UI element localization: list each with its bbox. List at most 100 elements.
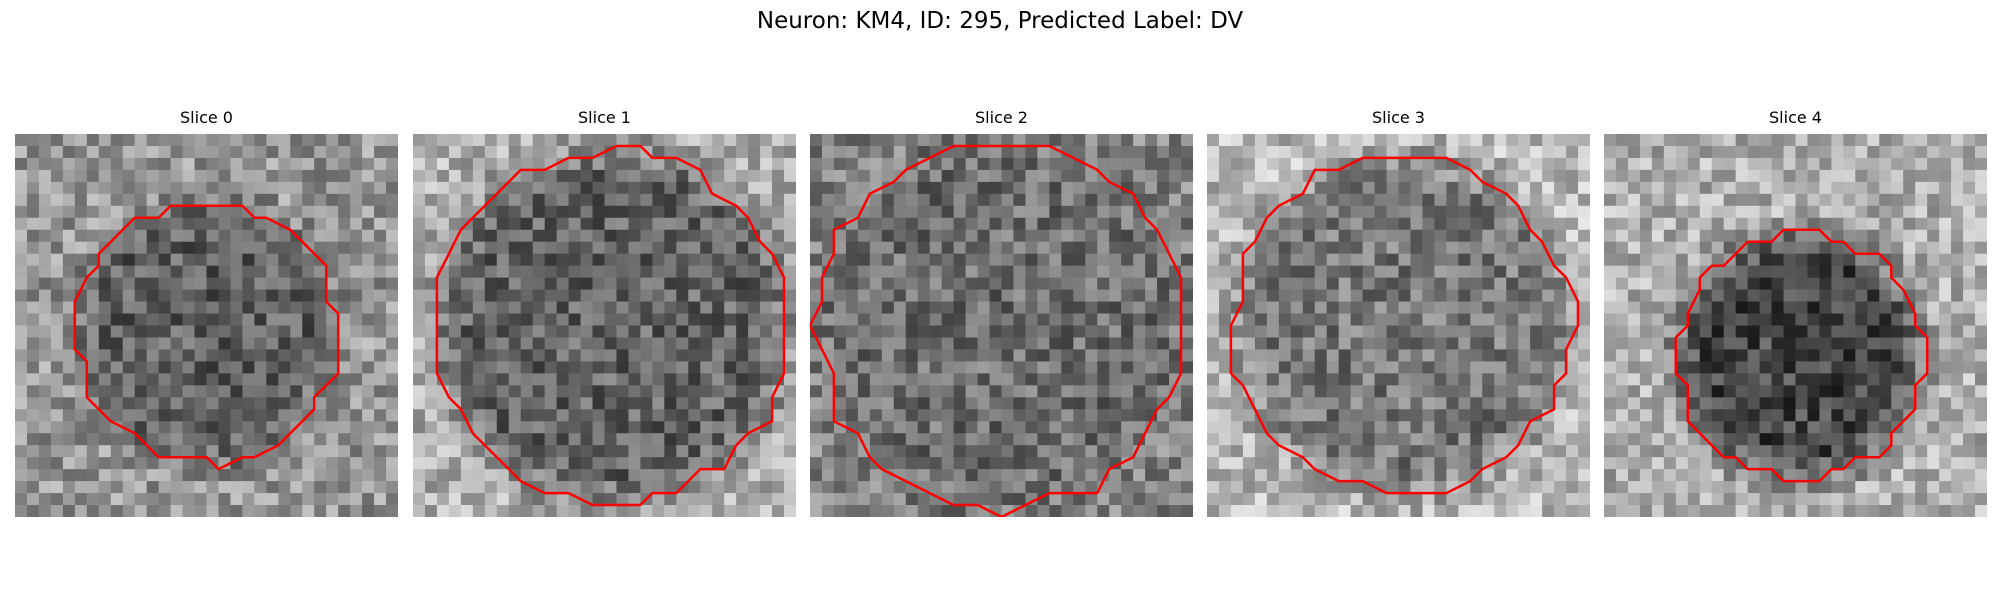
slice-pixel — [266, 301, 279, 315]
slice-pixel — [1085, 241, 1098, 255]
slice-pixel — [977, 277, 991, 291]
slice-pixel — [1506, 481, 1519, 494]
slice-pixel — [1398, 505, 1412, 517]
slice-pixel — [1735, 433, 1749, 446]
slice-pixel — [977, 217, 991, 231]
slice-pixel — [1013, 457, 1027, 470]
slice-pixel — [1855, 134, 1868, 147]
slice-pixel — [688, 217, 701, 231]
slice-pixel — [1627, 313, 1641, 327]
slice-pixel — [266, 205, 279, 219]
slice-pixel — [989, 409, 1003, 422]
slice-pixel — [134, 265, 148, 279]
slice-pixel — [110, 205, 124, 219]
slice-pixel — [1470, 181, 1483, 195]
slice-pixel — [544, 134, 558, 147]
slice-pixel — [845, 205, 859, 219]
slice-pixel — [580, 325, 594, 339]
slice-pixel — [869, 205, 883, 219]
slice-pixel — [929, 157, 943, 171]
slice-pixel — [1097, 241, 1110, 255]
slice-pixel — [965, 385, 979, 398]
slice-pixel — [977, 169, 991, 183]
slice-pixel — [1687, 193, 1701, 207]
slice-pixel — [230, 193, 244, 207]
slice-pixel — [568, 193, 582, 207]
slice-pixel — [1133, 193, 1146, 207]
slice-pixel — [26, 134, 40, 147]
slice-pixel — [1711, 277, 1725, 291]
slice-pixel — [1410, 229, 1424, 243]
slice-pixel — [278, 157, 291, 171]
slice-pixel — [1326, 421, 1340, 434]
slice-pixel — [122, 265, 136, 279]
slice-pixel — [1867, 265, 1880, 279]
slice-pixel — [1181, 301, 1193, 315]
slice-pixel — [1145, 397, 1158, 410]
slice-pixel — [544, 481, 558, 494]
slice-pixel — [1819, 409, 1833, 422]
slice-pixel — [218, 325, 232, 339]
slice-pixel — [386, 181, 398, 195]
slice-pixel — [1085, 373, 1098, 386]
slice-pixel — [821, 385, 835, 398]
slice-pixel — [1398, 445, 1412, 458]
slice-pixel — [1085, 265, 1098, 279]
slice-pixel — [977, 505, 991, 517]
slice-pixel — [1747, 217, 1761, 231]
slice-pixel — [362, 433, 375, 446]
slice-pixel — [38, 349, 52, 363]
slice-pixel — [592, 181, 606, 195]
slice-pixel — [857, 289, 871, 303]
slice-pixel — [98, 421, 112, 434]
slice-pixel — [50, 217, 64, 231]
slice-pixel — [652, 421, 665, 434]
slice-pixel — [736, 349, 749, 363]
slice-pixel — [1903, 277, 1916, 291]
slice-pixel — [38, 469, 52, 482]
slice-pixel — [821, 457, 835, 470]
slice-pixel — [15, 337, 28, 351]
slice-pixel — [724, 397, 737, 410]
slice-pixel — [1578, 445, 1590, 458]
slice-pixel — [110, 481, 124, 494]
slice-pixel — [1759, 397, 1773, 410]
slice-pixel — [1097, 217, 1110, 231]
slice-pixel — [1795, 277, 1809, 291]
slice-pixel — [1470, 481, 1483, 494]
slice-pixel — [413, 421, 426, 434]
slice-pixel — [532, 493, 546, 506]
slice-pixel — [1482, 469, 1495, 482]
slice-pixel — [1867, 445, 1880, 458]
slice-pixel — [628, 205, 642, 219]
slice-pixel — [1867, 373, 1880, 386]
slice-pixel — [628, 169, 642, 183]
slice-pixel — [1566, 373, 1579, 386]
slice-pixel — [628, 373, 642, 386]
slice-pixel — [977, 134, 991, 147]
slice-pixel — [784, 325, 796, 339]
slice-pixel — [532, 229, 546, 243]
slice-pixel — [1338, 265, 1352, 279]
slice-pixel — [580, 145, 594, 159]
slice-pixel — [580, 229, 594, 243]
slice-pixel — [110, 421, 124, 434]
slice-pixel — [278, 145, 291, 159]
slice-pixel — [592, 349, 606, 363]
slice-pixel — [1604, 445, 1617, 458]
slice-pixel — [1759, 193, 1773, 207]
slice-pixel — [712, 217, 725, 231]
slice-pixel — [1049, 349, 1062, 363]
slice-pixel — [821, 313, 835, 327]
slice-pixel — [1218, 469, 1232, 482]
slice-pixel — [1506, 373, 1519, 386]
slice-pixel — [580, 445, 594, 458]
slice-pixel — [869, 241, 883, 255]
slice-pixel — [1759, 445, 1773, 458]
slice-pixel — [1542, 481, 1555, 494]
slice-pixel — [146, 373, 160, 386]
slice-pixel — [1639, 217, 1653, 231]
slice-pixel — [218, 217, 232, 231]
slice-pixel — [1097, 313, 1110, 327]
slice-pixel — [1795, 445, 1809, 458]
